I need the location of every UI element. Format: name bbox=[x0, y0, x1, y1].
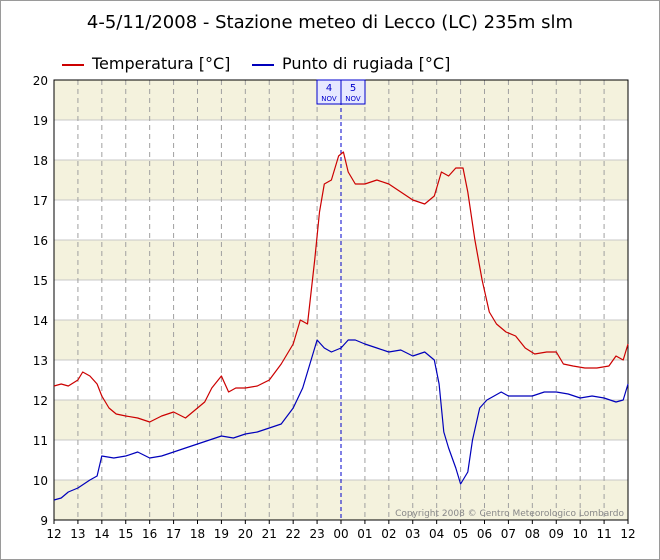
x-tick-label: 19 bbox=[214, 527, 229, 541]
x-tick-label: 15 bbox=[118, 527, 133, 541]
y-tick-label: 11 bbox=[33, 434, 48, 448]
x-tick-label: 18 bbox=[190, 527, 205, 541]
legend-swatch-temperatura bbox=[62, 64, 84, 66]
x-tick-label: 23 bbox=[309, 527, 324, 541]
legend-label-rugiada: Punto di rugiada [°C] bbox=[282, 54, 451, 73]
chart-title: 4-5/11/2008 - Stazione meteo di Lecco (L… bbox=[86, 12, 574, 33]
x-tick-label: 08 bbox=[525, 527, 540, 541]
y-tick-label: 20 bbox=[33, 74, 48, 88]
y-tick-label: 13 bbox=[33, 354, 48, 368]
x-tick-label: 02 bbox=[381, 527, 396, 541]
x-tick-label: 07 bbox=[501, 527, 516, 541]
y-tick-label: 17 bbox=[33, 194, 48, 208]
day-marker-box bbox=[340, 79, 366, 105]
day-marker-box bbox=[316, 79, 342, 105]
y-tick-label: 14 bbox=[33, 314, 48, 328]
x-tick-label: 06 bbox=[477, 527, 492, 541]
plot-band bbox=[54, 400, 628, 440]
x-tick-label: 22 bbox=[286, 527, 301, 541]
x-tick-label: 10 bbox=[573, 527, 588, 541]
x-tick-label: 05 bbox=[453, 527, 468, 541]
series-line-rugiada bbox=[53, 339, 629, 501]
x-tick-label: 01 bbox=[357, 527, 372, 541]
day-marker-day: 5 bbox=[350, 83, 356, 94]
x-tick-label: 03 bbox=[405, 527, 420, 541]
legend-swatch-rugiada bbox=[252, 64, 274, 66]
legend-label-temperatura: Temperatura [°C] bbox=[92, 54, 231, 73]
x-tick-label: 09 bbox=[549, 527, 564, 541]
x-tick-label: 14 bbox=[94, 527, 109, 541]
x-tick-label: 11 bbox=[596, 527, 611, 541]
x-tick-label: 04 bbox=[429, 527, 444, 541]
series-line-temperatura bbox=[53, 151, 629, 423]
x-tick-label: 12 bbox=[46, 527, 61, 541]
y-tick-label: 19 bbox=[33, 114, 48, 128]
y-tick-label: 15 bbox=[33, 274, 48, 288]
day-marker-month: NOV bbox=[345, 95, 361, 103]
y-tick-label: 18 bbox=[33, 154, 48, 168]
x-tick-label: 16 bbox=[142, 527, 157, 541]
x-tick-label: 00 bbox=[333, 527, 348, 541]
x-tick-label: 12 bbox=[620, 527, 635, 541]
plot-band bbox=[54, 360, 628, 400]
y-tick-label: 16 bbox=[33, 234, 48, 248]
x-tick-label: 17 bbox=[166, 527, 181, 541]
x-tick-label: 20 bbox=[238, 527, 253, 541]
x-tick-label: 13 bbox=[70, 527, 85, 541]
x-tick-label: 21 bbox=[262, 527, 277, 541]
y-tick-label: 10 bbox=[33, 474, 48, 488]
y-tick-label: 12 bbox=[33, 394, 48, 408]
y-tick-label: 9 bbox=[40, 514, 48, 528]
day-marker-day: 4 bbox=[326, 83, 332, 94]
copyright-text: Copyright 2008 © Centro Meteorologico Lo… bbox=[395, 509, 624, 519]
day-marker-month: NOV bbox=[321, 95, 337, 103]
plot-band bbox=[54, 240, 628, 280]
